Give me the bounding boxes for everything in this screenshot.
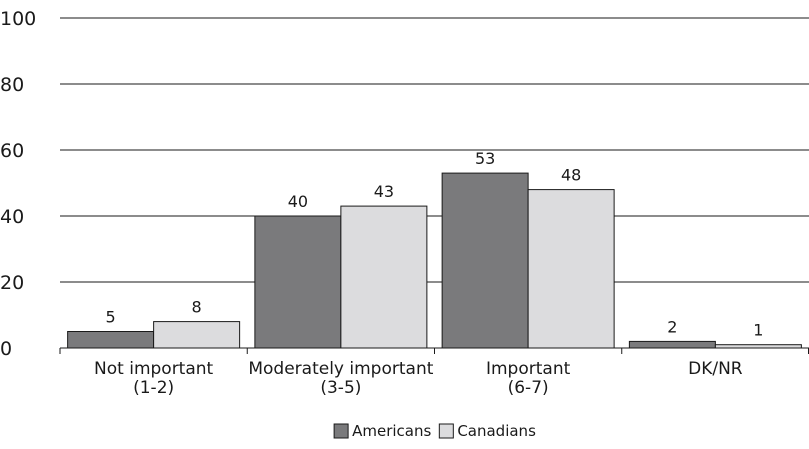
bar-canadians-0: [153, 321, 241, 349]
data-label-canadians-2: 48: [561, 166, 581, 185]
legend-item-americans: Americans: [333, 422, 431, 440]
category-label-2: Important (6-7): [486, 359, 571, 398]
legend-label-canadians: Canadians: [457, 422, 536, 440]
bar-canadians-1: [340, 205, 428, 349]
data-label-canadians-0: 8: [192, 298, 202, 317]
y-tick-label-80: 80: [0, 74, 24, 96]
y-tick-label-20: 20: [0, 272, 24, 294]
category-label-1: Moderately important (3-5): [248, 359, 433, 398]
data-label-americans-0: 5: [106, 308, 116, 327]
legend-item-canadians: Canadians: [438, 422, 536, 440]
bar-americans-1: [254, 215, 342, 349]
bar-americans-0: [67, 331, 155, 349]
bar-canadians-2: [527, 189, 615, 349]
data-label-americans-3: 2: [667, 317, 677, 336]
bar-americans-3: [628, 340, 716, 349]
y-tick-label-60: 60: [0, 140, 24, 162]
legend-swatch-americans: [333, 423, 349, 439]
legend: Americans Canadians: [333, 422, 536, 440]
axis-layer: [59, 347, 809, 354]
y-tick-label-100: 100: [0, 8, 36, 30]
labels-layer: 5 8 Not important (1-2) 40 43 Moderately impor…: [94, 149, 763, 398]
category-label-3: DK/NR: [688, 359, 743, 379]
data-label-canadians-1: 43: [374, 182, 394, 201]
y-tick-label-40: 40: [0, 206, 24, 228]
data-label-americans-1: 40: [288, 192, 308, 211]
y-tick-label-0: 0: [0, 338, 12, 360]
data-label-canadians-3: 1: [753, 321, 763, 340]
grid-layer: 0 20 40 60 80 100: [0, 8, 809, 360]
legend-label-americans: Americans: [352, 422, 431, 440]
category-label-0: Not important (1-2): [94, 359, 214, 398]
bar-americans-2: [441, 172, 529, 349]
data-label-americans-2: 53: [475, 149, 495, 168]
bars-layer: [67, 172, 802, 349]
legend-swatch-canadians: [438, 423, 454, 439]
